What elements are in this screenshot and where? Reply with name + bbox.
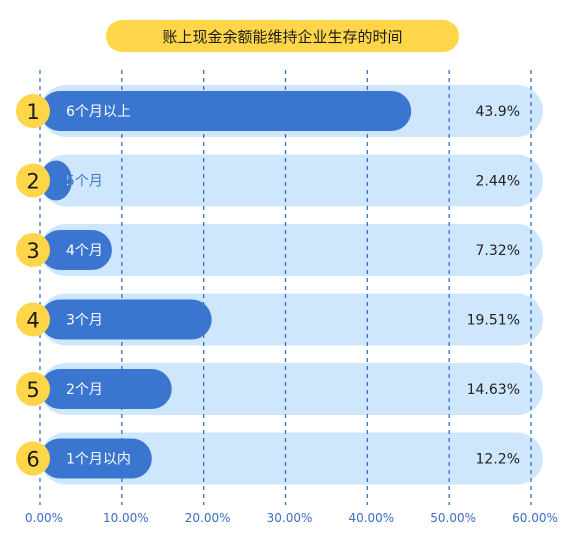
chart-title: 账上现金余额能维持企业生存的时间 xyxy=(106,20,459,52)
rank-badge xyxy=(16,302,50,337)
x-tick-label: 10.00% xyxy=(103,511,149,525)
rank-badge xyxy=(16,163,50,198)
bar-track xyxy=(40,432,543,485)
x-tick-label: 40.00% xyxy=(348,511,394,525)
category-label: 2个月 xyxy=(66,382,103,398)
x-tick-label: 30.00% xyxy=(267,511,313,525)
category-label: 3个月 xyxy=(66,313,103,329)
rank-number: 5 xyxy=(26,378,39,402)
bar xyxy=(40,160,72,201)
bar xyxy=(40,369,172,409)
rank-number: 4 xyxy=(26,309,39,333)
rank-badge xyxy=(16,94,50,128)
x-tick-label: 20.00% xyxy=(185,511,231,525)
category-label: 6个月以上 xyxy=(66,104,131,120)
value-label: 19.51% xyxy=(467,313,520,329)
bar xyxy=(40,299,212,340)
bar xyxy=(40,91,412,131)
bar xyxy=(40,230,112,270)
x-tick-label: 50.00% xyxy=(430,511,476,525)
rank-badge xyxy=(16,233,50,267)
rank-badge xyxy=(16,372,50,406)
value-label: 2.44% xyxy=(476,174,520,190)
rank-number: 1 xyxy=(26,100,39,124)
category-label-overflow: 5个月 xyxy=(66,174,103,190)
value-label: 14.63% xyxy=(467,382,520,398)
x-tick-label: 60.00% xyxy=(512,511,558,525)
rank-number: 6 xyxy=(26,448,39,472)
value-label: 43.9% xyxy=(476,104,520,120)
rank-number: 3 xyxy=(26,239,39,263)
rank-badge xyxy=(16,441,50,476)
bar-track xyxy=(40,224,543,276)
value-label: 7.32% xyxy=(476,243,520,259)
category-label: 4个月 xyxy=(66,243,103,259)
category-label: 5个月 xyxy=(66,174,103,190)
x-tick-label: 0.00% xyxy=(25,511,63,525)
bar xyxy=(40,438,152,479)
category-label: 1个月以内 xyxy=(66,452,131,468)
rank-number: 2 xyxy=(26,170,39,194)
bar-track xyxy=(40,154,543,207)
value-label: 12.2% xyxy=(476,452,520,468)
